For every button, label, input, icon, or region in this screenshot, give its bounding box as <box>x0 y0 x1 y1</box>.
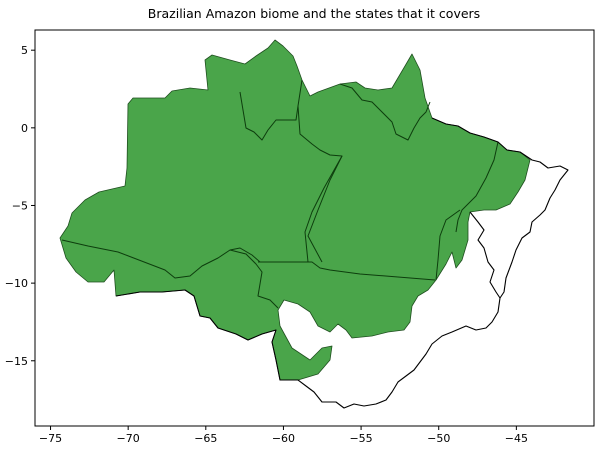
state-boundary-tocantins-east <box>435 209 461 281</box>
state-boundary-maranhao <box>455 141 499 233</box>
x-tick-label: −70 <box>117 432 140 445</box>
x-tick-label: −55 <box>349 432 372 445</box>
states-outline-inner <box>469 211 501 299</box>
state-boundary-amazonas-para <box>297 105 343 263</box>
biome-outline-south <box>115 289 298 381</box>
state-boundary-para-tocantins <box>307 155 343 263</box>
state-boundary-acre-amazonas <box>61 239 261 279</box>
x-tick-label: −45 <box>505 432 528 445</box>
x-axis: −75 −70 −65 −60 −55 −50 −45 <box>39 426 528 445</box>
plot-area: −75 −70 −65 −60 −55 −50 −45 5 0 −5 −10 −15 <box>5 29 595 445</box>
state-boundary-amapa <box>339 83 431 141</box>
x-tick-label: −75 <box>39 432 62 445</box>
state-boundary-mato-grosso-north <box>258 261 436 281</box>
state-boundary-roraima <box>239 79 303 141</box>
x-tick-label: −60 <box>272 432 295 445</box>
x-tick-label: −50 <box>427 432 450 445</box>
map-title: Brazilian Amazon biome and the states th… <box>148 6 480 21</box>
x-tick-label: −65 <box>194 432 217 445</box>
state-boundary-rondonia <box>229 249 279 309</box>
y-tick-label: −15 <box>5 355 28 368</box>
axes-frame <box>34 29 595 427</box>
y-tick-label: 0 <box>21 122 28 135</box>
y-tick-label: 5 <box>21 44 28 57</box>
y-tick-label: −5 <box>12 199 28 212</box>
y-axis: 5 0 −5 −10 −15 <box>5 44 35 368</box>
state-boundaries <box>61 79 499 309</box>
states-outline <box>297 117 569 409</box>
y-tick-label: −10 <box>5 277 28 290</box>
